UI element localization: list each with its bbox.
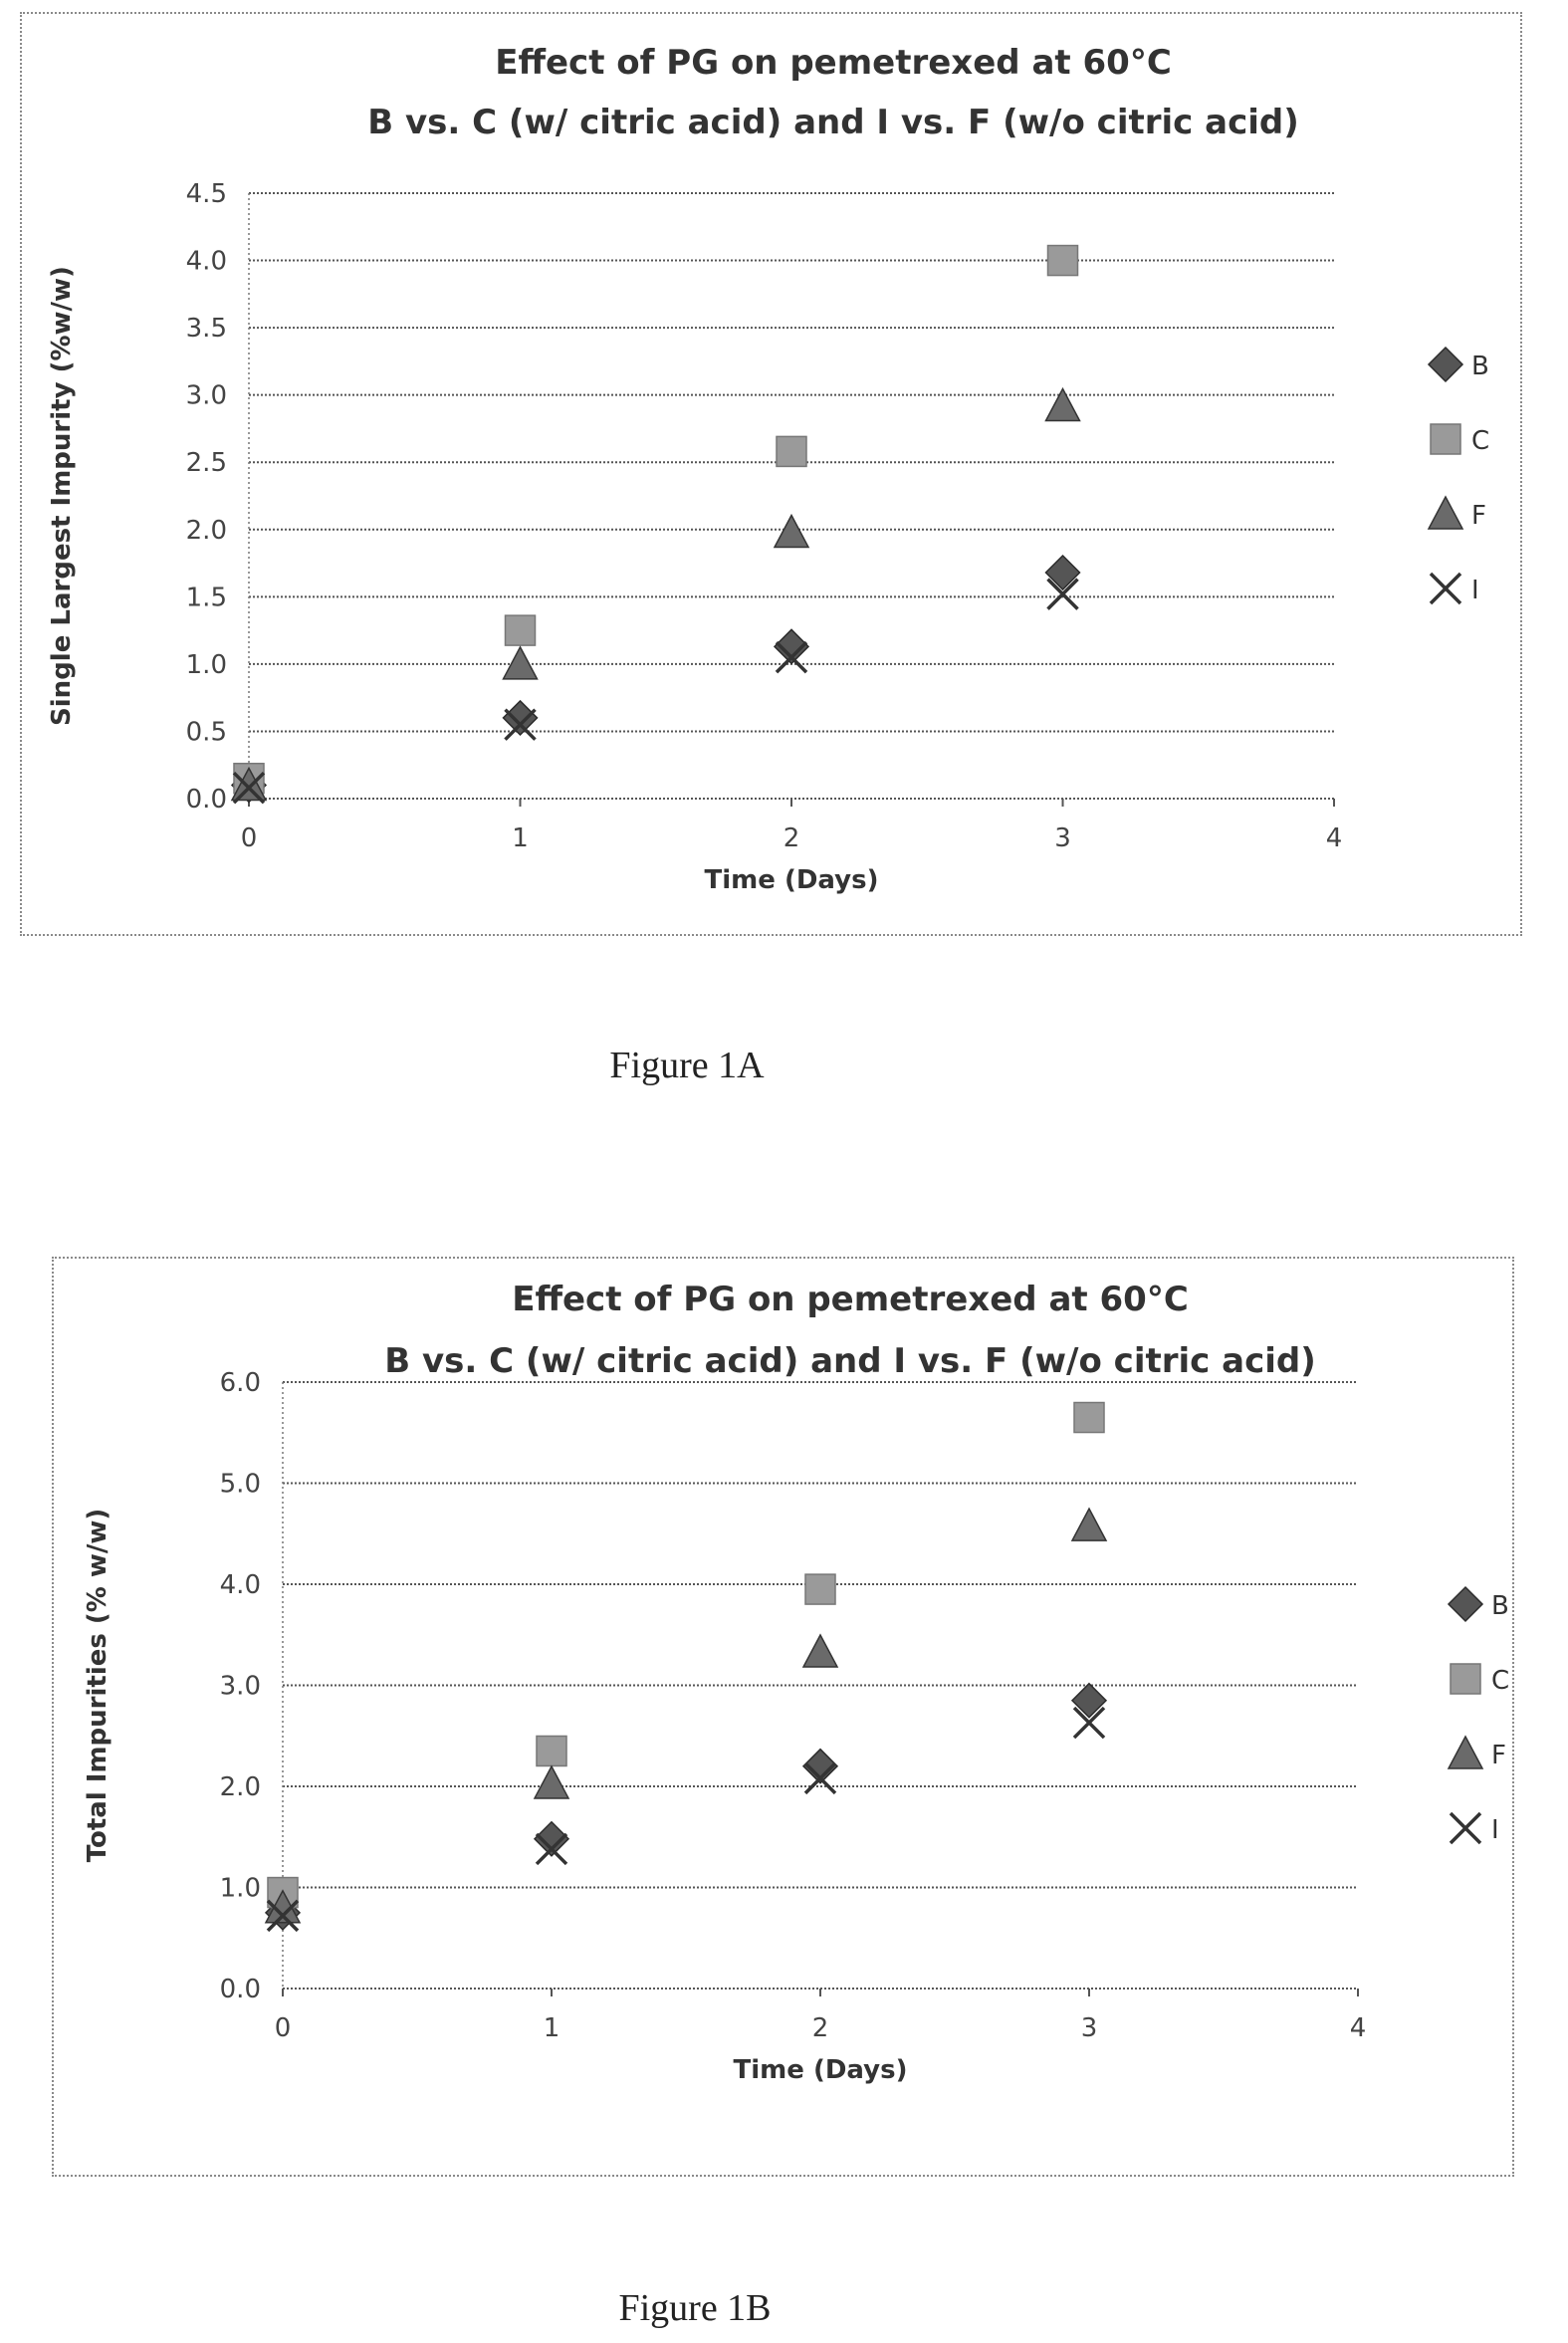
chart-a-x-axis-label: Time (Days) — [705, 865, 879, 895]
chart-a-x-tick-label: 2 — [784, 823, 800, 853]
chart-b-x-tick-label: 0 — [275, 2013, 292, 2043]
chart-b-y-tick-label: 4.0 — [220, 1570, 261, 1600]
chart-a-point-c — [776, 435, 807, 468]
chart-b-point-f — [533, 1764, 570, 1799]
chart-b-svg: Effect of PG on pemetrexed at 60°C B vs. … — [83, 1280, 1509, 2085]
chart-a-point-f — [1044, 386, 1081, 422]
chart-a-point-c — [1046, 244, 1079, 277]
chart-b-legend-label-b: B — [1491, 1591, 1509, 1621]
chart-b-point-i — [1072, 1706, 1106, 1740]
chart-a-y-tick-label: 0.5 — [186, 717, 227, 747]
chart-a-point-f — [502, 645, 539, 680]
chart-a-point-b — [1044, 554, 1081, 591]
chart-a-y-tick-label: 2.0 — [186, 516, 227, 546]
chart-a-point-i — [1046, 578, 1079, 610]
chart-b-x-tick-label: 3 — [1081, 2013, 1098, 2043]
chart-b-point-c — [536, 1735, 567, 1767]
chart-b-y-tick-label: 5.0 — [220, 1470, 261, 1500]
chart-b-point-f — [1070, 1507, 1108, 1541]
chart-a-point-b — [773, 628, 810, 665]
chart-b-point-b — [801, 1748, 839, 1784]
chart-a-x-tick-label: 0 — [241, 823, 258, 853]
chart-b-y-tick-label: 6.0 — [220, 1368, 261, 1398]
chart-b-point-b — [533, 1820, 570, 1857]
chart-b-x-tick-label: 2 — [812, 2013, 829, 2043]
chart-a-series-f — [230, 386, 1081, 802]
chart-b-point-c — [1073, 1401, 1105, 1434]
chart-a-point-b — [502, 699, 539, 736]
chart-b-y-tick-label: 2.0 — [220, 1772, 261, 1802]
chart-b-legend-label-f: F — [1491, 1741, 1506, 1770]
figure-1a-caption: Figure 1A — [609, 1045, 765, 1086]
chart-a-legend-label-b: B — [1471, 351, 1489, 381]
chart-a-x-tick-label: 4 — [1326, 823, 1343, 853]
chart-a-legend-marker-b — [1427, 346, 1464, 383]
chart-a-x-tick-label: 1 — [512, 823, 529, 853]
chart-a-series-i — [232, 578, 1079, 805]
chart-b-point-f — [801, 1633, 839, 1668]
chart-a-point-f — [773, 513, 810, 549]
chart-a-y-tick-label: 4.5 — [186, 179, 227, 209]
chart-a-point-c — [504, 614, 537, 646]
chart-a-legend-label-f: F — [1471, 501, 1486, 531]
chart-b-point-i — [803, 1761, 837, 1795]
chart-a-y-tick-label: 1.0 — [186, 650, 227, 680]
chart-a-chart-title: Effect of PG on pemetrexed at 60°C — [495, 43, 1172, 83]
chart-b-y-tick-label: 0.0 — [220, 1975, 261, 2004]
chart-b-point-i — [535, 1832, 568, 1866]
chart-a-legend-label-i: I — [1471, 576, 1479, 605]
chart-b-x-axis-label: Time (Days) — [734, 2055, 908, 2085]
chart-a-y-tick-label: 4.0 — [186, 247, 227, 277]
chart-b-legend-label-i: I — [1491, 1815, 1499, 1845]
chart-a-y-tick-label: 2.5 — [186, 448, 227, 478]
chart-b-legend-marker-b — [1447, 1585, 1484, 1623]
chart-b-x-tick-label: 1 — [544, 2013, 560, 2043]
chart-a-chart-subtitle: B vs. C (w/ citric acid) and I vs. F (w/… — [367, 103, 1299, 142]
chart-a-point-i — [232, 771, 266, 805]
chart-a-y-tick-label: 0.0 — [186, 785, 227, 815]
chart-b-chart-title: Effect of PG on pemetrexed at 60°C — [512, 1280, 1189, 1319]
chart-b-legend-marker-c — [1450, 1663, 1481, 1695]
chart-a-svg: Effect of PG on pemetrexed at 60°C B vs. … — [47, 43, 1489, 895]
chart-a-y-axis-label: Single Largest Impurity (%w/w) — [47, 266, 77, 726]
chart-a-y-tick-label: 3.5 — [186, 314, 227, 344]
chart-a-y-tick-label: 1.5 — [186, 583, 227, 612]
chart-b-legend-marker-i — [1449, 1811, 1482, 1845]
chart-b-point-i — [266, 1899, 300, 1933]
chart-b-legend-marker-f — [1447, 1735, 1484, 1769]
chart-b-legend-label-c: C — [1491, 1666, 1509, 1696]
chart-a-y-tick-label: 3.0 — [186, 381, 227, 411]
chart-b-point-c — [804, 1573, 836, 1605]
chart-figure-1a: Effect of PG on pemetrexed at 60°C B vs. … — [20, 12, 1522, 936]
chart-a-point-f — [230, 766, 268, 802]
chart-a-point-i — [504, 708, 537, 741]
chart-a-series-b — [230, 554, 1081, 804]
chart-b-chart-subtitle: B vs. C (w/ citric acid) and I vs. F (w/… — [384, 1341, 1316, 1381]
chart-b-point-b — [1070, 1682, 1108, 1719]
chart-a-legend-marker-f — [1427, 495, 1464, 530]
chart-b-series-b — [264, 1682, 1108, 1931]
chart-b-series-c — [267, 1401, 1105, 1909]
chart-b-x-tick-label: 4 — [1350, 2013, 1367, 2043]
chart-b-y-axis-label: Total Impurities (% w/w) — [83, 1509, 112, 1863]
chart-b-y-tick-label: 3.0 — [220, 1672, 261, 1702]
chart-b-series-i — [266, 1706, 1106, 1933]
chart-figure-1b: Effect of PG on pemetrexed at 60°C B vs. … — [52, 1257, 1514, 2177]
chart-a-legend-marker-i — [1429, 572, 1462, 605]
chart-a-legend-label-c: C — [1471, 426, 1489, 456]
chart-b-y-tick-label: 1.0 — [220, 1874, 261, 1904]
chart-b-series-f — [264, 1507, 1108, 1924]
chart-a-x-tick-label: 3 — [1054, 823, 1071, 853]
chart-a-legend-marker-c — [1430, 423, 1461, 455]
chart-a-point-i — [775, 640, 808, 674]
figure-1b-caption: Figure 1B — [618, 2287, 772, 2329]
